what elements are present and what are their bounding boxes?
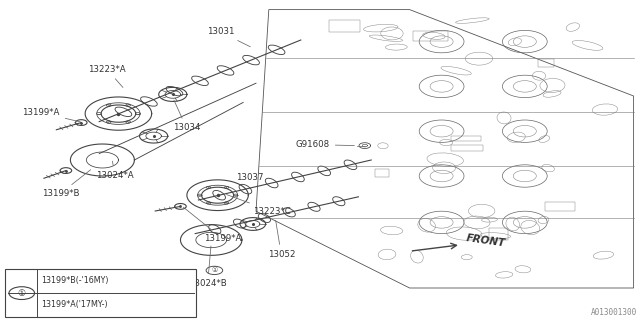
Text: FRONT: FRONT (466, 233, 507, 248)
Text: 13034: 13034 (173, 100, 200, 132)
FancyBboxPatch shape (5, 269, 196, 317)
Bar (488, 228, 508, 240)
Text: 13024*A: 13024*A (96, 161, 134, 180)
Text: 13037: 13037 (236, 173, 269, 186)
Text: 13031: 13031 (207, 28, 250, 47)
Bar (413, 31, 448, 41)
Text: 13223*A: 13223*A (88, 65, 126, 87)
Text: 13199*B: 13199*B (42, 170, 91, 198)
Text: A013001300: A013001300 (591, 308, 637, 317)
Bar (545, 203, 575, 211)
Text: G91608: G91608 (296, 140, 355, 149)
Bar (451, 136, 481, 141)
Text: ①: ① (211, 268, 218, 273)
Text: 13199*A: 13199*A (22, 108, 81, 122)
Text: 13199*A('17MY-): 13199*A('17MY-) (42, 300, 108, 308)
Text: 13223*C: 13223*C (227, 195, 291, 216)
Text: 13024*B: 13024*B (189, 246, 227, 288)
Text: 13199*A: 13199*A (183, 207, 241, 243)
Bar (451, 145, 483, 151)
Text: ①: ① (18, 289, 26, 298)
Bar (538, 59, 554, 67)
Bar (375, 169, 389, 177)
Bar (329, 20, 360, 32)
Text: 13199*B(-'16MY): 13199*B(-'16MY) (42, 276, 109, 285)
Text: 13052: 13052 (268, 220, 295, 259)
